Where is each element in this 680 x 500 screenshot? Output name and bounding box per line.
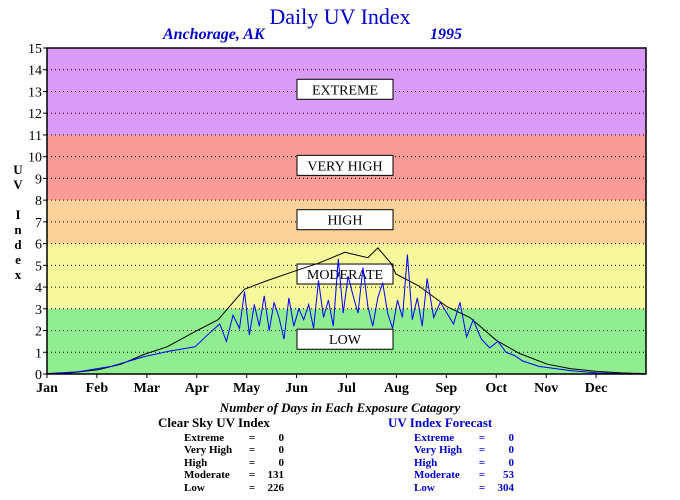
table-row: Extreme = 0 — [184, 432, 284, 444]
x-tick-label: Sep — [435, 381, 457, 396]
y-axis-label-letter: V — [13, 177, 23, 192]
y-axis-label-letter: U — [13, 162, 23, 177]
x-tick-label: Feb — [86, 381, 109, 396]
table-row: High = 0 — [184, 456, 285, 469]
y-axis-label-letter: x — [14, 267, 22, 282]
band-label-box — [296, 263, 394, 285]
category-label: High — [414, 456, 438, 469]
clear-sky-line — [46, 247, 647, 375]
band-label-box — [296, 154, 394, 176]
y-axis-label-letter: e — [15, 252, 21, 267]
forecast-table: Extreme = 0 Very High = 0 High = 0 Moderate = 53… — [414, 432, 514, 494]
category-label: Extreme — [414, 432, 455, 444]
y-tick-label: 6 — [35, 238, 42, 253]
counts-title: Number of Days in Each Exposure Catagory — [219, 400, 461, 415]
x-tick-label: Jul — [337, 381, 356, 396]
x-tick-label: Oct — [485, 381, 507, 396]
y-tick-label: 10 — [28, 151, 42, 166]
table-row: Moderate = 53 — [414, 469, 514, 482]
y-tick-label: 12 — [28, 107, 42, 122]
y-tick-label: 9 — [35, 172, 42, 187]
x-tick-label: Dec — [585, 381, 608, 396]
category-label: Low — [414, 481, 435, 494]
y-tick-label: 13 — [28, 85, 42, 100]
y-tick-label: 1 — [35, 346, 42, 361]
category-count: 53 — [503, 469, 514, 482]
table-row: Moderate = 131 — [184, 469, 285, 482]
category-count: 0 — [278, 456, 285, 469]
category-label: High — [184, 456, 208, 469]
chart-title: Daily UV Index — [269, 4, 411, 29]
table-row: Low = 226 — [184, 481, 285, 494]
y-tick-label: 4 — [35, 281, 42, 296]
x-tick-label: Aug — [384, 381, 409, 396]
x-tick-label: Apr — [185, 381, 209, 396]
category-label: Very High — [184, 444, 233, 457]
band-label-box — [296, 209, 394, 231]
category-label: Moderate — [184, 469, 230, 482]
y-axis-label-letter: I — [15, 207, 21, 222]
category-count: 0 — [508, 444, 515, 457]
x-tick-label: Nov — [534, 381, 558, 396]
x-tick-label: Jan — [36, 381, 58, 396]
x-tick-label: Mar — [134, 381, 160, 396]
y-axis-label-letter: n — [14, 222, 22, 237]
y-tick-label: 8 — [35, 194, 42, 209]
x-tick-label: Jun — [285, 381, 308, 396]
category-label: Very High — [414, 444, 463, 457]
y-axis-label-letter: d — [14, 237, 22, 252]
clear-sky-heading: Clear Sky UV Index — [158, 415, 270, 430]
forecast-heading: UV Index Forecast — [388, 415, 493, 430]
location-label: Anchorage, AK — [163, 26, 265, 43]
year-label: 1995 — [430, 26, 462, 43]
y-tick-label: 7 — [35, 216, 42, 231]
y-tick-label: 2 — [35, 325, 42, 340]
category-count: 226 — [267, 481, 285, 494]
band-label-box — [296, 78, 394, 100]
band-label: VERY HIGH — [307, 159, 382, 174]
table-row: Very High = 0 — [414, 444, 515, 457]
band-label: EXTREME — [312, 83, 378, 98]
category-count: 304 — [497, 481, 515, 494]
y-tick-label: 3 — [35, 303, 42, 318]
clear-sky-table: Extreme = 0 Very High = 0 High = 0 Moderate = 13… — [184, 432, 284, 494]
x-tick-label: May — [233, 381, 260, 396]
y-tick-label: 5 — [35, 259, 42, 274]
table-row: Very High = 0 — [184, 444, 285, 457]
clear-sky-counts: Clear Sky UV Index Extreme = 0 Very High = 0… — [158, 415, 284, 494]
band-label: LOW — [329, 333, 362, 348]
category-label: Moderate — [414, 469, 460, 482]
table-row: High = 0 — [414, 456, 515, 469]
y-axis-label-letter — [11, 192, 25, 207]
category-count: 0 — [508, 456, 515, 469]
category-count: 131 — [267, 469, 285, 482]
forecast-counts: UV Index Forecast Extreme = 0 Very High = 0 … — [388, 415, 514, 494]
table-row: Extreme = 0 — [414, 432, 514, 444]
y-tick-label: 15 — [28, 42, 42, 57]
y-tick-label: 0 — [35, 368, 42, 383]
forecast-line — [46, 254, 647, 375]
category-count: 0 — [508, 432, 515, 444]
category-label: Extreme — [184, 432, 225, 444]
category-count: 0 — [278, 432, 285, 444]
y-tick-label: 11 — [29, 129, 42, 144]
band-label: HIGH — [328, 214, 363, 229]
table-row: Low = 304 — [414, 481, 515, 494]
category-count: 0 — [278, 444, 285, 457]
band-label-box — [296, 328, 394, 350]
category-label: Low — [184, 481, 205, 494]
y-tick-label: 14 — [28, 64, 42, 79]
